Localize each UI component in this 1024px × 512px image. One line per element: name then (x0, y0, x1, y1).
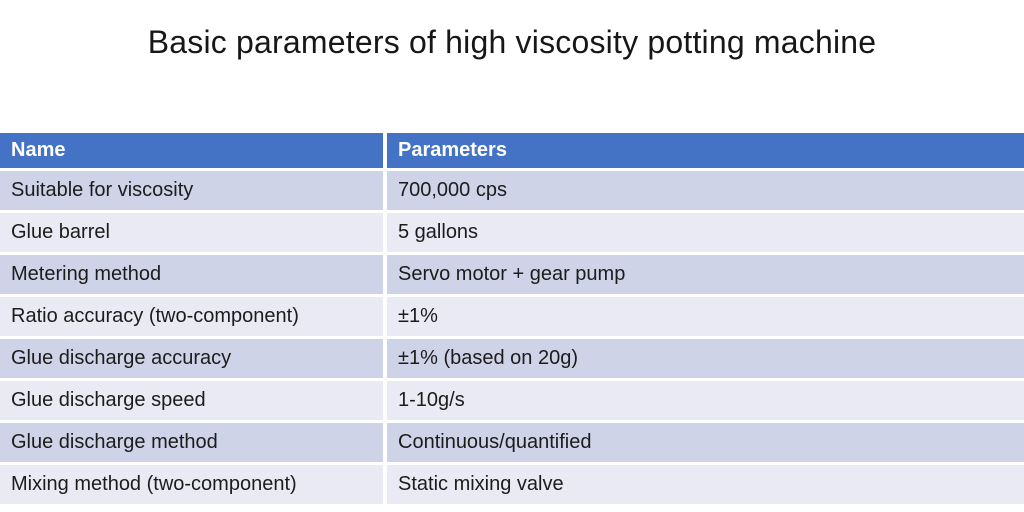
cell-name: Suitable for viscosity (0, 169, 387, 213)
cell-name: Mixing method (two-component) (0, 463, 387, 507)
table-row: Suitable for viscosity 700,000 cps (0, 169, 1024, 213)
cell-value: ±1% (385, 295, 1024, 339)
page-title: Basic parameters of high viscosity potti… (147, 24, 877, 60)
table-row: Glue discharge method Continuous/quantif… (0, 421, 1024, 465)
column-header-parameters: Parameters (385, 133, 1024, 171)
cell-name: Glue discharge speed (0, 379, 387, 423)
cell-value: Static mixing valve (385, 463, 1024, 507)
table-row: Glue discharge speed 1-10g/s (0, 379, 1024, 423)
cell-name: Metering method (0, 253, 387, 297)
cell-value: Continuous/quantified (385, 421, 1024, 465)
cell-value: 5 gallons (385, 211, 1024, 255)
cell-name: Glue discharge accuracy (0, 337, 387, 381)
cell-value: ±1% (based on 20g) (385, 337, 1024, 381)
cell-name: Glue barrel (0, 211, 387, 255)
cell-name: Glue discharge method (0, 421, 387, 465)
table-row: Ratio accuracy (two-component) ±1% (0, 295, 1024, 339)
cell-name: Ratio accuracy (two-component) (0, 295, 387, 339)
column-header-name: Name (0, 133, 387, 171)
table-row: Metering method Servo motor + gear pump (0, 253, 1024, 297)
table-header-row: Name Parameters (0, 133, 1024, 171)
cell-value: 700,000 cps (385, 169, 1024, 213)
cell-value: 1-10g/s (385, 379, 1024, 423)
parameters-table: Name Parameters Suitable for viscosity 7… (0, 133, 1024, 507)
cell-value: Servo motor + gear pump (385, 253, 1024, 297)
table-row: Mixing method (two-component) Static mix… (0, 463, 1024, 507)
table-row: Glue barrel 5 gallons (0, 211, 1024, 255)
table-row: Glue discharge accuracy ±1% (based on 20… (0, 337, 1024, 381)
